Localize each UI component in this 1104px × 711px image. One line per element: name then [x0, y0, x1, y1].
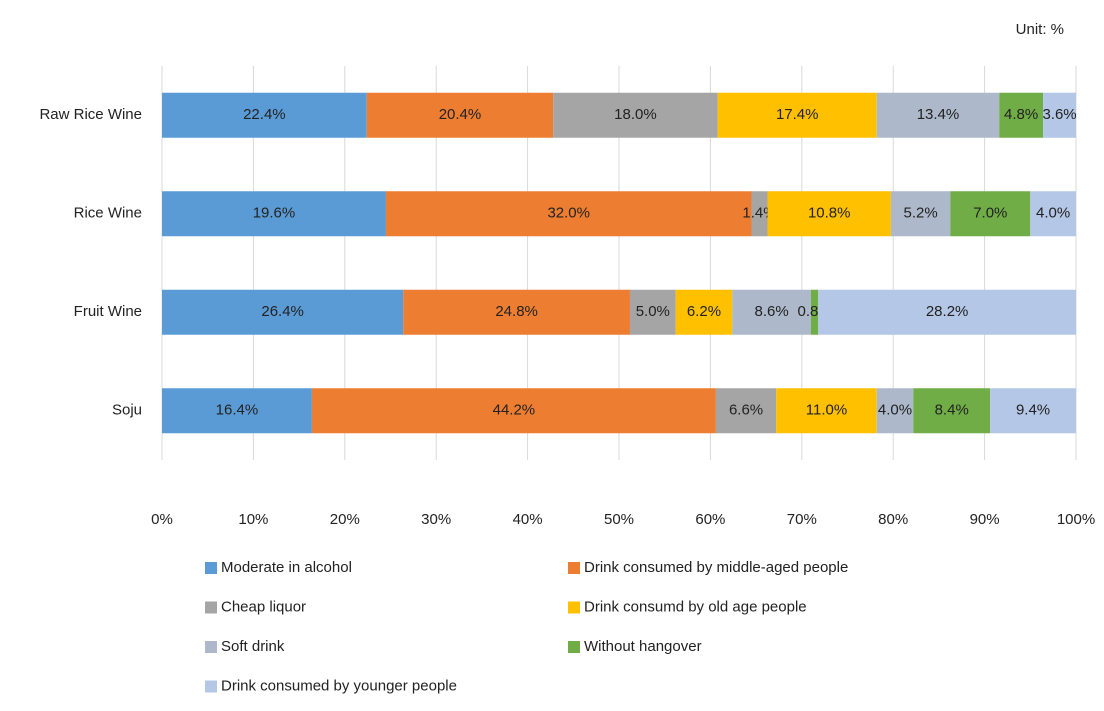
- bar-segment: [717, 92, 877, 138]
- data-label: 4.0%: [878, 402, 912, 419]
- bar-segment: [629, 289, 676, 335]
- bar-segment: [162, 289, 404, 335]
- legend-label: Drink consumed by middle-aged people: [584, 559, 848, 576]
- bar-segment: [876, 92, 1000, 138]
- x-tick-label: 0%: [151, 511, 173, 528]
- data-label: 6.2%: [687, 303, 721, 320]
- legend-label: Without hangover: [584, 638, 702, 655]
- legend-label: Moderate in alcohol: [221, 559, 352, 576]
- bar-segment: [950, 191, 1031, 237]
- unit-annotation: Unit: %: [1016, 21, 1064, 38]
- x-tick-label: 90%: [970, 511, 1000, 528]
- data-label: 9.4%: [1016, 402, 1050, 419]
- y-tick-label: Raw Rice Wine: [39, 106, 142, 123]
- data-label: 5.0%: [636, 303, 670, 320]
- x-tick-label: 10%: [238, 511, 268, 528]
- legend-swatch: [568, 641, 580, 653]
- legend-label: Drink consumd by old age people: [584, 598, 807, 615]
- bar-segment: [162, 92, 367, 138]
- data-label: 32.0%: [547, 205, 590, 222]
- data-label: 16.4%: [216, 402, 259, 419]
- data-label: 17.4%: [776, 106, 819, 123]
- data-label: 19.6%: [253, 205, 296, 222]
- x-tick-label: 80%: [878, 511, 908, 528]
- data-label: 28.2%: [926, 303, 969, 320]
- bar-segment: [732, 289, 811, 335]
- bar-segment: [162, 388, 312, 434]
- data-label: 22.4%: [243, 106, 286, 123]
- bar-segment: [999, 92, 1044, 138]
- x-tick-label: 40%: [513, 511, 543, 528]
- bar-segment: [913, 388, 991, 434]
- bar-segment: [366, 92, 554, 138]
- data-label: 20.4%: [439, 106, 482, 123]
- bar-segment: [403, 289, 630, 335]
- y-tick-label: Fruit Wine: [74, 303, 142, 320]
- data-label: 4.0%: [1036, 205, 1070, 222]
- bar-segment: [818, 289, 1076, 335]
- data-label: 8.6%: [755, 303, 789, 320]
- legend-swatch: [205, 680, 217, 693]
- data-label: 13.4%: [917, 106, 960, 123]
- legend-label: Cheap liquor: [221, 598, 306, 615]
- legend-swatch: [568, 601, 580, 614]
- x-tick-label: 30%: [421, 511, 451, 528]
- x-tick-label: 20%: [330, 511, 360, 528]
- legend-swatch: [205, 562, 217, 574]
- legend-swatch: [205, 641, 217, 653]
- legend-swatch: [205, 601, 217, 614]
- data-label: 44.2%: [493, 402, 536, 419]
- y-tick-label: Rice Wine: [74, 205, 142, 222]
- legend-swatch: [568, 562, 580, 574]
- bar-segment: [553, 92, 718, 138]
- legend-label: Soft drink: [221, 638, 285, 655]
- data-label: 11.0%: [806, 402, 847, 419]
- bar-segment: [767, 191, 891, 237]
- bar-segment: [876, 388, 914, 434]
- y-tick-label: Soju: [112, 402, 142, 419]
- x-tick-label: 100%: [1057, 511, 1095, 528]
- data-label: 6.6%: [729, 402, 763, 419]
- legend-label: Drink consumed by younger people: [221, 677, 457, 694]
- bar-segment: [715, 388, 777, 434]
- bar-segment: [751, 191, 768, 237]
- bar-segment: [890, 191, 951, 237]
- bar-segment: [385, 191, 752, 237]
- bar-segment: [675, 289, 733, 335]
- bar-segment: [776, 388, 877, 434]
- data-label: 24.8%: [495, 303, 538, 320]
- data-label: 4.8%: [1004, 106, 1038, 123]
- x-tick-label: 50%: [604, 511, 634, 528]
- data-label: 10.8%: [808, 205, 851, 222]
- data-label: 26.4%: [261, 303, 304, 320]
- bar-segment: [162, 191, 386, 237]
- data-label: 7.0%: [973, 205, 1007, 222]
- bar-segment: [990, 388, 1076, 434]
- data-label: 5.2%: [904, 205, 938, 222]
- bar-segment: [1030, 191, 1076, 237]
- x-tick-label: 70%: [787, 511, 817, 528]
- bar-segment: [1043, 92, 1076, 138]
- data-label: 18.0%: [614, 106, 657, 123]
- bar-segment: [810, 289, 819, 335]
- bar-segment: [311, 388, 716, 434]
- data-label: 8.4%: [935, 402, 969, 419]
- data-label: 3.6%: [1042, 106, 1076, 123]
- x-tick-label: 60%: [695, 511, 725, 528]
